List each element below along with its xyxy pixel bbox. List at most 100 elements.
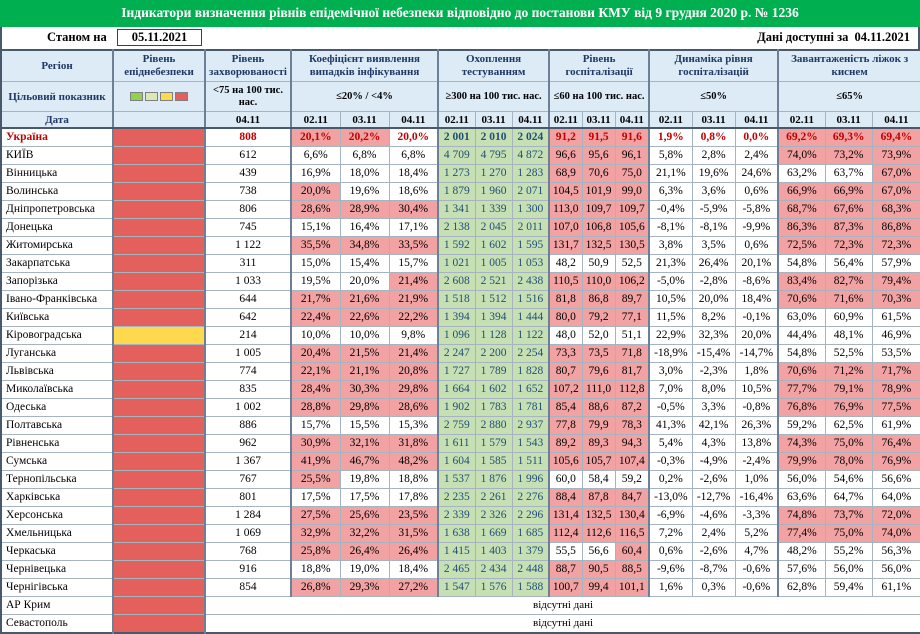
detection-value: 22,4% [290,307,341,327]
oxygen-value: 72,0% [871,505,920,525]
hospital-value: 71,8 [614,343,650,363]
region-row: Сумська 1 367 41,9% 46,7% 48,2% 1 604 1 585 1 5… [0,451,920,471]
detection-value: 21,4% [388,343,439,363]
dynamics-value: 20,1% [734,253,779,273]
dynamics-value: 21,3% [648,253,693,273]
incidence-value: 1 367 [204,451,292,471]
dynamics-value: -0,3% [648,451,693,471]
region-row: Україна 808 20,1% 20,2% 20,0% 2 001 2 010 2 024… [0,127,920,147]
detection-value: 31,5% [388,523,439,543]
region-name: Житомирська [0,235,114,255]
dynamics-value: -4,6% [691,505,736,525]
dynamics-value: 42,1% [691,415,736,435]
dynamics-value: 0,0% [734,127,779,147]
region-row: Вінницька 439 16,9% 18,0% 18,4% 1 273 1 270 1 2… [0,163,920,183]
testing-value: 1 783 [474,397,513,417]
incidence-value: 311 [204,253,292,273]
hospital-value: 94,3 [614,433,650,453]
oxygen-value: 77,4% [777,523,826,543]
oxygen-value: 68,7% [777,199,826,219]
incidence-value: 738 [204,181,292,201]
region-name: Луганська [0,343,114,363]
region-row: Київська 642 22,4% 22,6% 22,2% 1 394 1 394 1 44… [0,307,920,327]
col-header-detection: Коефіцієнт виявлення випадків інфікуванн… [289,49,439,83]
testing-value: 2 235 [437,487,476,507]
hospital-value: 90,5 [581,559,616,579]
detection-value: 9,8% [388,325,439,345]
detection-value: 48,2% [388,451,439,471]
detection-value: 29,3% [339,577,390,597]
testing-value: 2 254 [511,343,550,363]
hospital-value: 84,7 [614,487,650,507]
dynamics-value: 41,3% [648,415,693,435]
target-testing: ≥300 на 100 тис. нас. [437,81,550,113]
dynamics-value: -0,6% [734,577,779,597]
dynamics-value: 3,0% [648,361,693,381]
hospital-value: 91,2 [548,127,583,147]
hospital-value: 105,7 [581,451,616,471]
incidence-value: 808 [204,127,292,147]
region-row: Рівненська 962 30,9% 32,1% 31,8% 1 611 1 579 1 … [0,433,920,453]
incidence-value: 1 284 [204,505,292,525]
legend-swatch [145,91,158,101]
hospital-value: 79,2 [581,307,616,327]
detection-value: 20,1% [290,127,341,147]
oxygen-value: 67,0% [871,181,920,201]
oxygen-value: 76,9% [824,397,873,417]
testing-value: 2 024 [511,127,550,147]
oxygen-value: 48,2% [777,541,826,561]
testing-value: 1 604 [437,451,476,471]
oxygen-value: 72,3% [824,235,873,255]
dynamics-value: 19,6% [691,163,736,183]
danger-level-cell [112,253,206,273]
detection-value: 21,9% [388,289,439,309]
oxygen-value: 74,8% [777,505,826,525]
detection-value: 15,4% [339,253,390,273]
region-name: КИЇВ [0,145,114,165]
region-name: Миколаївська [0,379,114,399]
hospital-value: 55,5 [548,541,583,561]
date-row: Дата 04.11 02.11 03.11 04.11 02.11 03.11… [0,111,920,129]
testing-value: 1 005 [474,253,513,273]
col-header-testing: Охоплення тестуванням [437,49,550,83]
hospital-value: 59,2 [614,469,650,489]
oxygen-value: 71,2% [824,361,873,381]
testing-value: 1 273 [437,163,476,183]
oxygen-value: 74,0% [777,145,826,165]
date-cell: 04.11 [511,111,550,129]
dynamics-value: 0,8% [691,127,736,147]
hospital-value: 107,4 [614,451,650,471]
danger-level-cell [112,577,206,597]
oxygen-value: 56,6% [871,469,920,489]
dynamics-value: 8,2% [691,307,736,327]
testing-value: 1 341 [437,199,476,219]
date-cell: 04.11 [614,111,650,129]
detection-value: 27,2% [388,577,439,597]
oxygen-value: 64,7% [824,487,873,507]
testing-value: 1 394 [474,307,513,327]
detection-value: 29,8% [339,397,390,417]
region-name: Хмельницька [0,523,114,543]
oxygen-value: 87,3% [824,217,873,237]
region-row: Херсонська 1 284 27,5% 25,6% 23,5% 2 339 2 326… [0,505,920,525]
region-name: Львівська [0,361,114,381]
hospital-value: 112,6 [581,523,616,543]
hospital-value: 131,7 [548,235,583,255]
oxygen-value: 52,5% [824,343,873,363]
incidence-value: 774 [204,361,292,381]
dynamics-value: 2,4% [734,145,779,165]
oxygen-value: 54,6% [824,469,873,489]
detection-value: 22,1% [290,361,341,381]
oxygen-value: 69,3% [824,127,873,147]
hospital-value: 79,6 [581,361,616,381]
dynamics-value: -3,3% [734,505,779,525]
dynamics-value: 1,8% [734,361,779,381]
danger-level-cell [112,613,206,634]
hospital-value: 89,3 [581,433,616,453]
detection-value: 29,8% [388,379,439,399]
incidence-value: 916 [204,559,292,579]
danger-level-cell [112,325,206,345]
oxygen-value: 69,4% [871,127,920,147]
dynamics-value: -5,0% [648,271,693,291]
oxygen-value: 70,3% [871,289,920,309]
